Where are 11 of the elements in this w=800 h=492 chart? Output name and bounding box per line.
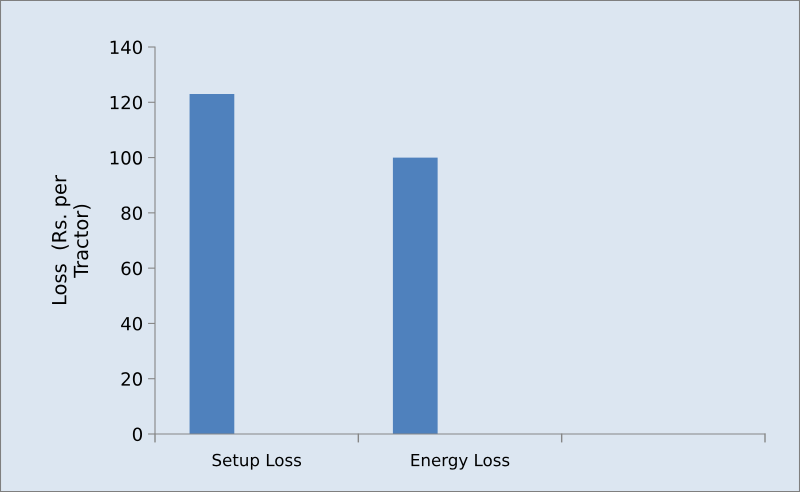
y-tick-label: 40	[121, 316, 142, 331]
y-tick-label: 60	[121, 262, 142, 276]
x-tick-label: Setup Loss	[212, 454, 302, 470]
y-tick-label: 20	[122, 372, 142, 386]
y-axis-title: Loss (Rs. per Tractor)	[51, 175, 91, 304]
y-tick-label: 140	[110, 40, 142, 54]
y-tick-label: 100	[110, 151, 142, 165]
y-tick-label: 80	[121, 206, 142, 220]
y-tick-label: 120	[110, 96, 142, 110]
x-tick-label: Energy Loss	[412, 454, 510, 470]
y-tick-label: 0	[132, 427, 142, 442]
